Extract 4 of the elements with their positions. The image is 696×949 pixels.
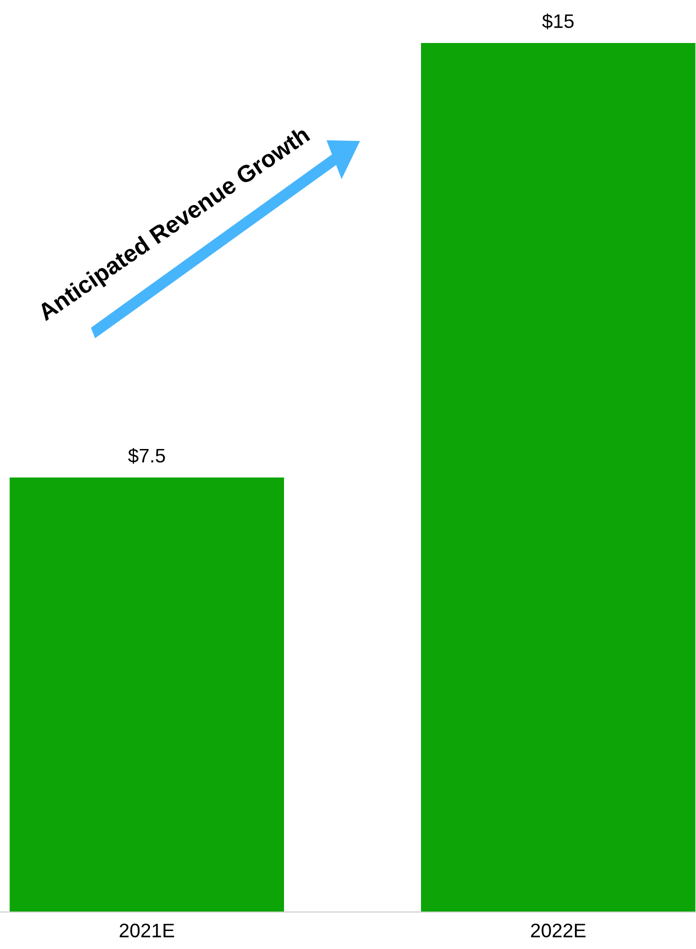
data-label: $7.5 xyxy=(128,448,165,464)
x-tick-label: 2021E xyxy=(120,924,174,938)
x-tick-label: 2022E xyxy=(531,924,586,938)
data-label: $15 xyxy=(542,13,574,30)
